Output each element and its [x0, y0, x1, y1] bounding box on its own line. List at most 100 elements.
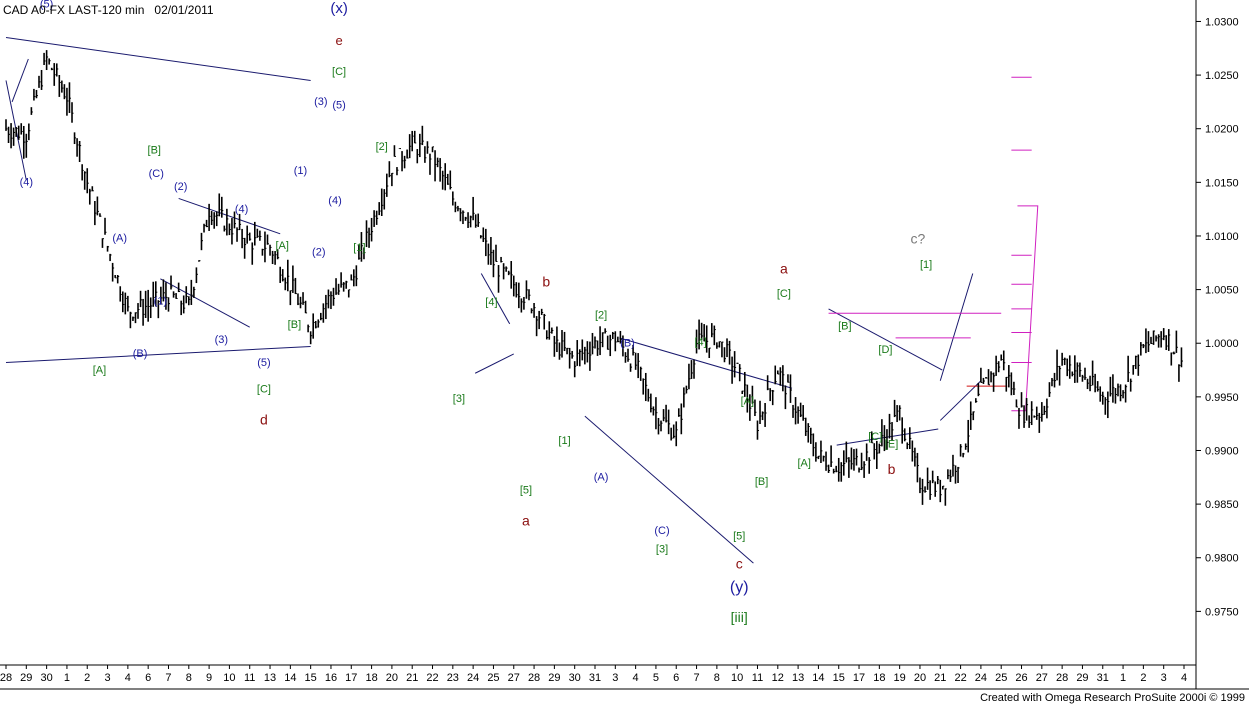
y-tick-label: 0.9800: [1205, 553, 1239, 565]
trend-line: [178, 197, 281, 235]
trend-line: [160, 278, 250, 328]
x-tick-label: 24: [467, 672, 479, 684]
y-tick-label: 1.0300: [1205, 16, 1239, 28]
x-tick-label: 31: [1097, 672, 1109, 684]
trend-line: [474, 353, 514, 374]
trend-line: [584, 415, 754, 564]
wave-label: [3]: [656, 543, 668, 555]
x-tick-label: 10: [223, 672, 235, 684]
x-tick-label: 17: [345, 672, 357, 684]
trend-line: [480, 273, 511, 325]
wave-label: (3): [314, 96, 327, 108]
x-tick-label: 11: [752, 672, 763, 684]
wave-label: [C]: [777, 288, 791, 300]
x-tick-label: 4: [1181, 672, 1187, 684]
x-tick-label: 2: [1140, 672, 1146, 684]
trend-line: [619, 337, 793, 389]
x-tick-label: 8: [714, 672, 720, 684]
trend-line: [939, 273, 974, 381]
x-tick-label: 24: [975, 672, 987, 684]
magenta-overlays: [828, 76, 1039, 412]
wave-label: (5): [332, 99, 345, 111]
x-tick-label: 9: [206, 672, 212, 684]
wave-label: [4]: [485, 297, 497, 309]
y-tick-label: 1.0050: [1205, 285, 1239, 297]
x-tick-label: 27: [1036, 672, 1048, 684]
x-tick-label: 21: [934, 672, 946, 684]
wave-label: (A): [112, 232, 127, 244]
x-tick-label: 6: [673, 672, 679, 684]
wave-label: [1]: [353, 242, 365, 254]
credit-footer: Created with Omega Research ProSuite 200…: [980, 692, 1245, 704]
wave-label: (2): [174, 181, 187, 193]
wave-label: [A]: [275, 240, 288, 252]
x-tick-label: 4: [125, 672, 131, 684]
wave-label: e: [335, 33, 342, 48]
x-tick-label: 2: [84, 672, 90, 684]
x-tick-label: 18: [873, 672, 885, 684]
wave-label: (x): [330, 0, 348, 17]
y-tick-label: 0.9850: [1205, 499, 1239, 511]
x-tick-label: 8: [186, 672, 192, 684]
y-tick-label: 0.9750: [1205, 606, 1239, 618]
x-tick-label: 22: [426, 672, 438, 684]
wave-labels: (5) (4) (x) e [C] (3) (5) [2] (1) (4) (2) [1] [B] (C)…: [20, 0, 933, 625]
wave-label: [B]: [838, 320, 851, 332]
wave-label: [B]: [288, 319, 301, 331]
trend-lines: [5, 37, 982, 564]
wave-label: b: [888, 461, 896, 477]
wave-label: [1]: [920, 259, 932, 271]
y-tick-label: 1.0150: [1205, 177, 1239, 189]
x-tick-label: 19: [894, 672, 906, 684]
trend-line: [5, 345, 311, 364]
wave-label: (4): [328, 195, 341, 207]
x-tick-label: 20: [386, 672, 398, 684]
wave-label: (B): [133, 348, 148, 360]
wave-label: [4]: [694, 336, 706, 348]
x-tick-label: 3: [612, 672, 618, 684]
x-tick-label: 22: [954, 672, 966, 684]
wave-label: d: [260, 412, 268, 428]
chart-date: 02/01/2011: [154, 3, 214, 17]
x-tick-label: 13: [792, 672, 804, 684]
x-tick-label: 11: [244, 672, 255, 684]
y-tick-label: 1.0100: [1205, 231, 1239, 243]
wave-label: [B]: [755, 476, 768, 488]
wave-label: [C]: [257, 384, 271, 396]
x-tick-label: 6: [145, 672, 151, 684]
trend-line: [5, 37, 311, 81]
wave-label: [C]: [868, 431, 882, 443]
wave-label: (A): [594, 472, 609, 484]
x-tick-label: 31: [589, 672, 601, 684]
wave-label: (1): [154, 296, 167, 308]
wave-label: [2]: [595, 310, 607, 322]
x-tick-label: 14: [284, 672, 296, 684]
x-tick-label: 10: [731, 672, 743, 684]
x-tick-label: 18: [365, 672, 377, 684]
wave-label: a: [522, 513, 530, 529]
wave-label: [2]: [376, 141, 388, 153]
wave-label: [A]: [797, 458, 810, 470]
x-tick-label: 21: [406, 672, 418, 684]
x-tick-label: 14: [812, 672, 824, 684]
wave-label: (5): [257, 357, 270, 369]
y-tick-label: 0.9950: [1205, 392, 1239, 404]
trend-line: [939, 380, 982, 421]
x-tick-label: 1: [64, 672, 70, 684]
wave-label: [A]: [93, 364, 106, 376]
chart-header: CAD A0-FX LAST-120 min 02/01/2011: [3, 3, 214, 17]
x-tick-label: 28: [0, 672, 12, 684]
wave-label: [E]: [885, 438, 898, 450]
x-tick-label: 29: [1076, 672, 1088, 684]
x-tick-label: 13: [264, 672, 276, 684]
wave-label: a: [780, 261, 788, 277]
x-tick-label: 28: [1056, 672, 1068, 684]
wave-label: (1): [294, 165, 307, 177]
wave-label: (4): [235, 203, 248, 215]
wave-label: [A]: [741, 395, 754, 407]
wave-label: c?: [911, 230, 926, 246]
symbol-title: CAD A0-FX LAST-120 min: [3, 3, 145, 17]
x-tick-label: 30: [569, 672, 581, 684]
wave-label: (2): [312, 246, 325, 258]
